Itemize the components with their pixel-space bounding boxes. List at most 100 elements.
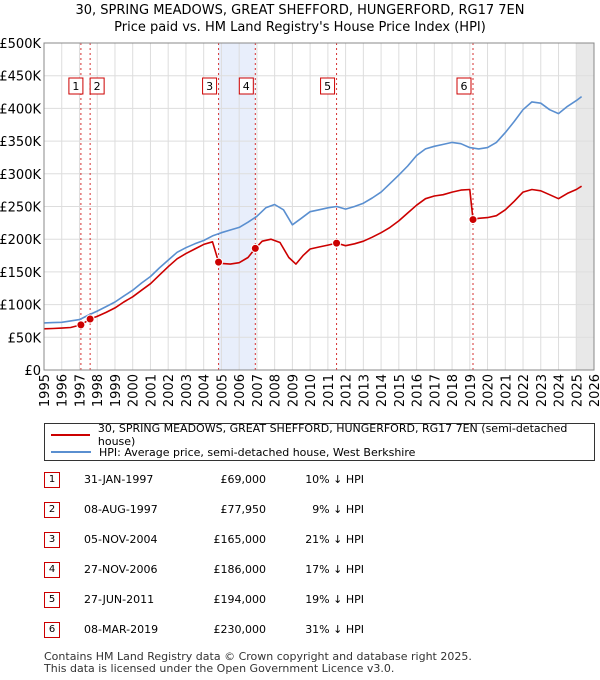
marker-label: 4 (243, 80, 250, 93)
chart-title: 30, SPRING MEADOWS, GREAT SHEFFORD, HUNG… (76, 3, 525, 18)
sale-hpi-diff: 9% ↓ HPI (312, 503, 364, 516)
x-tick-label: 1996 (56, 374, 71, 407)
marker-label: 2 (94, 80, 101, 93)
sale-hpi-diff: 31% ↓ HPI (305, 623, 364, 636)
legend-label-hpi: HPI: Average price, semi-detached house,… (99, 445, 416, 459)
sale-point (250, 243, 260, 253)
sale-point (214, 257, 224, 267)
x-tick-label: 2008 (269, 374, 284, 407)
legend: 30, SPRING MEADOWS, GREAT SHEFFORD, HUNG… (44, 422, 595, 461)
x-tick-label: 2012 (340, 374, 355, 407)
sale-hpi-diff: 19% ↓ HPI (305, 593, 364, 606)
x-tick-label: 2017 (428, 374, 443, 407)
sale-price: £77,950 (220, 503, 267, 516)
legend-swatch-hpi (51, 451, 91, 453)
sale-point (85, 314, 95, 324)
x-tick-label: 2014 (375, 374, 390, 407)
sale-point (76, 320, 86, 330)
x-tick-label: 2005 (215, 374, 230, 407)
marker-label-box (68, 77, 84, 95)
x-tick-label: 2022 (517, 374, 532, 407)
x-tick-label: 2000 (127, 374, 142, 407)
sale-price: £194,000 (213, 593, 267, 606)
x-tick-label: 1999 (109, 374, 124, 407)
x-tick-label: 2015 (393, 374, 408, 407)
sale-row: 4 27-NOV-2006 £186,000 17% ↓ HPI (44, 562, 424, 580)
sale-number-badge: 1 (44, 472, 60, 488)
x-tick-label: 2016 (411, 374, 426, 407)
marker-label-box (238, 77, 254, 95)
x-tick-label: 2007 (251, 374, 266, 407)
x-tick-label: 2019 (464, 374, 479, 407)
y-tick-label: £100K (0, 299, 41, 314)
chart-svg: 30, SPRING MEADOWS, GREAT SHEFFORD, HUNG… (0, 3, 600, 407)
y-tick-label: £300K (0, 168, 41, 183)
sale-number-badge: 2 (44, 502, 60, 518)
x-tick-label: 2004 (198, 374, 213, 407)
marker-label: 3 (206, 80, 213, 93)
sale-point (468, 215, 478, 225)
legend-swatch-property (51, 434, 90, 436)
y-tick-label: £250K (0, 201, 41, 216)
sale-number-badge: 3 (44, 532, 60, 548)
x-tick-label: 2026 (588, 374, 600, 407)
sale-date: 08-MAR-2019 (84, 623, 159, 636)
sale-row: 6 08-MAR-2019 £230,000 31% ↓ HPI (44, 622, 424, 640)
y-tick-label: £0 (24, 364, 41, 379)
sale-number-badge: 4 (44, 562, 60, 578)
sale-row: 2 08-AUG-1997 £77,950 9% ↓ HPI (44, 502, 424, 520)
sale-hpi-diff: 21% ↓ HPI (305, 533, 364, 546)
sale-price: £230,000 (213, 623, 267, 636)
sale-date: 31-JAN-1997 (84, 473, 154, 486)
sale-price: £186,000 (213, 563, 267, 576)
y-tick-label: £150K (0, 266, 41, 281)
series-line-hpi (43, 95, 583, 324)
marker-label: 1 (72, 80, 79, 93)
footer-attribution: Contains HM Land Registry data © Crown c… (44, 651, 472, 675)
sale-date: 27-JUN-2011 (84, 593, 155, 606)
x-tick-label: 2009 (286, 374, 301, 407)
sale-price: £165,000 (213, 533, 267, 546)
footer-line-copyright: Contains HM Land Registry data © Crown c… (44, 650, 472, 663)
y-tick-label: £200K (0, 233, 41, 248)
x-tick-label: 1995 (38, 374, 53, 407)
x-tick-label: 2013 (357, 374, 372, 407)
sale-hpi-diff: 10% ↓ HPI (305, 473, 364, 486)
sale-date: 27-NOV-2006 (84, 563, 158, 576)
series-line-property (43, 185, 583, 330)
legend-item-property: 30, SPRING MEADOWS, GREAT SHEFFORD, HUNG… (51, 422, 594, 448)
marker-label-box (202, 77, 218, 95)
x-tick-label: 2010 (304, 374, 319, 407)
x-tick-label: 2023 (535, 374, 550, 407)
axis-frame (43, 42, 595, 371)
plot-area: 1 2 3 4 5 6 £0 £50K £100K £150K £200K £250K £300K £35… (0, 37, 600, 407)
x-tick-label: 2021 (499, 374, 514, 407)
sale-row: 5 27-JUN-2011 £194,000 19% ↓ HPI (44, 592, 424, 610)
y-tick-label: £400K (0, 102, 41, 117)
x-tick-label: 2024 (553, 374, 568, 407)
sale-number-badge: 6 (44, 622, 60, 638)
sale-price: £69,000 (220, 473, 267, 486)
x-tick-label: 2003 (180, 374, 195, 407)
x-tick-label: 2020 (482, 374, 497, 407)
footer-line-licence: This data is licensed under the Open Gov… (44, 662, 395, 675)
x-tick-label: 2011 (322, 374, 337, 407)
y-tick-label: £450K (0, 70, 41, 85)
sale-hpi-diff: 17% ↓ HPI (305, 563, 364, 576)
marker-label-box (456, 77, 472, 95)
marker-label: 6 (461, 80, 468, 93)
x-tick-label: 1998 (91, 374, 106, 407)
sale-number-badge: 5 (44, 592, 60, 608)
x-tick-label: 2006 (233, 374, 248, 407)
x-tick-label: 1997 (73, 374, 88, 407)
sale-date: 08-AUG-1997 (84, 503, 158, 516)
y-tick-label: £350K (0, 135, 41, 150)
sale-row: 1 31-JAN-1997 £69,000 10% ↓ HPI (44, 472, 424, 490)
sale-point (332, 238, 342, 248)
marker-label: 5 (324, 80, 331, 93)
y-tick-label: £50K (8, 331, 42, 346)
legend-label-property: 30, SPRING MEADOWS, GREAT SHEFFORD, HUNG… (97, 422, 568, 448)
chart-subtitle: Price paid vs. HM Land Registry's House … (114, 20, 486, 35)
sale-row: 3 05-NOV-2004 £165,000 21% ↓ HPI (44, 532, 424, 550)
x-tick-label: 2025 (570, 374, 585, 407)
